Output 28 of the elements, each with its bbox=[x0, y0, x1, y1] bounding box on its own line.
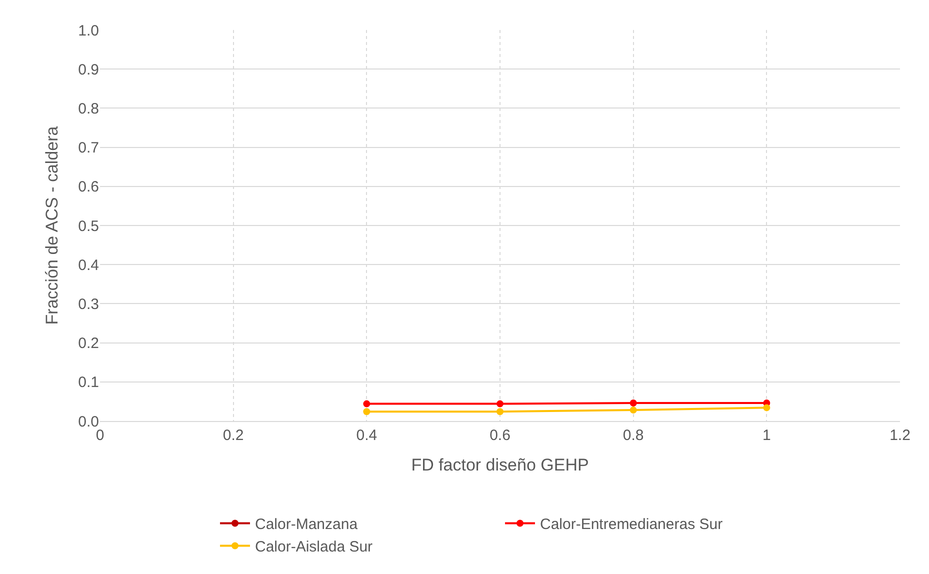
x-axis-title: FD factor diseño GEHP bbox=[411, 455, 589, 474]
point bbox=[630, 400, 637, 407]
y-tick-label: 1.0 bbox=[78, 22, 99, 40]
y-axis-title: Fracción de ACS - caldera bbox=[42, 126, 62, 325]
y-tick-label: 0.2 bbox=[78, 335, 99, 352]
x-tick-label: 0.4 bbox=[356, 427, 378, 444]
x-tick-label: 0.8 bbox=[622, 427, 644, 444]
legend-label: Calor-Aislada Sur bbox=[255, 538, 373, 556]
y-tick-label: 0.5 bbox=[78, 218, 99, 235]
x-tick-label: 1 bbox=[762, 427, 771, 444]
x-tick-label: 0.6 bbox=[490, 427, 510, 444]
y-tick-label: 0.8 bbox=[78, 100, 99, 118]
point bbox=[363, 408, 370, 416]
legend-label: Calor-Manzana bbox=[255, 516, 358, 534]
y-tick-label: 0.9 bbox=[78, 61, 99, 78]
point bbox=[496, 408, 504, 416]
point bbox=[763, 404, 770, 412]
y-tick-label: 0.7 bbox=[78, 140, 99, 157]
y-tick-label: 0.1 bbox=[78, 374, 99, 392]
point bbox=[363, 400, 370, 408]
y-tick-label: 0.6 bbox=[78, 178, 99, 196]
y-tick-label: 0.4 bbox=[78, 256, 99, 274]
x-tick-label: 1.2 bbox=[890, 427, 910, 444]
x-tick-label: 0.2 bbox=[222, 427, 244, 444]
point bbox=[496, 400, 504, 408]
y-tick-label: 0.3 bbox=[78, 296, 99, 313]
legend-label: Calor-Entremedianeras Sur bbox=[540, 516, 723, 534]
point bbox=[630, 406, 637, 414]
